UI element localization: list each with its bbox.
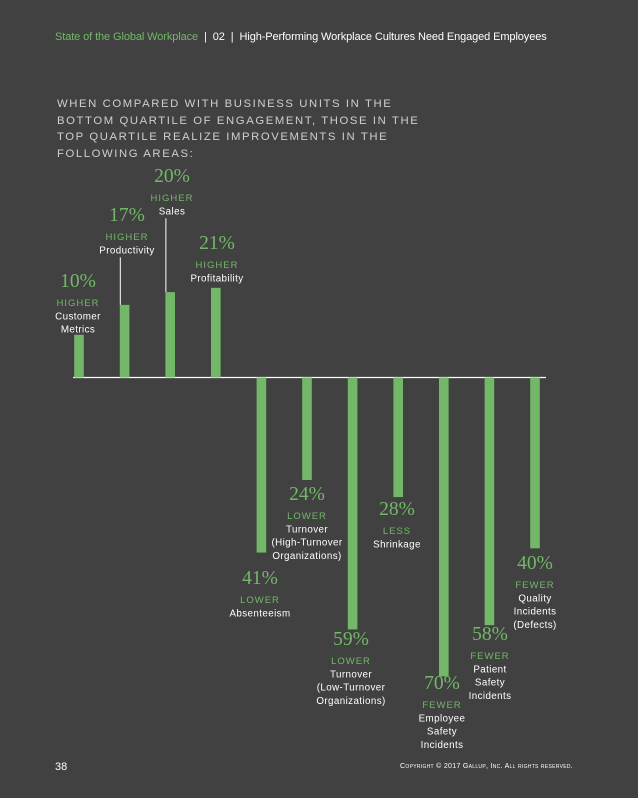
header-separator-2: | <box>230 31 234 43</box>
category-label-11-1: Quality <box>518 593 551 604</box>
bar-1 <box>74 334 84 378</box>
direction-label-2: HIGHER <box>106 232 149 243</box>
direction-label-11: FEWER <box>515 580 554 591</box>
direction-label-4: HIGHER <box>196 260 239 271</box>
bar-3 <box>165 292 175 378</box>
pct-label-2: 17% <box>109 205 145 226</box>
direction-label-7: LOWER <box>331 656 371 667</box>
bar-11 <box>530 377 540 549</box>
pct-label-7: 59% <box>333 629 369 650</box>
category-label-6-2: (High-Turnover <box>271 538 342 549</box>
category-label-9-1: Employee <box>419 713 466 724</box>
direction-label-6: LOWER <box>287 511 327 522</box>
direction-label-8: LESS <box>383 526 411 537</box>
pct-label-5: 41% <box>242 568 278 589</box>
category-label-6-1: Turnover <box>286 524 328 535</box>
bar-5 <box>256 377 267 553</box>
direction-label-1: HIGHER <box>57 298 100 309</box>
bar-6 <box>302 377 312 480</box>
category-label-10-1: Patient <box>473 664 506 675</box>
pct-label-6: 24% <box>289 484 325 505</box>
category-label-6-3: Organizations) <box>272 551 341 562</box>
category-label-9-3: Incidents <box>421 740 464 751</box>
page-header: State of the Global Workplace | 02 | Hig… <box>55 31 547 43</box>
category-label-1-1: Customer <box>55 311 101 322</box>
category-label-7-1: Turnover <box>330 669 372 680</box>
pct-label-1: 10% <box>60 271 96 292</box>
category-label-7-3: Organizations) <box>316 696 385 707</box>
category-label-1-2: Metrics <box>61 325 95 336</box>
section-title: High-Performing Workplace Cultures Need … <box>239 31 547 43</box>
pct-label-11: 40% <box>517 553 553 574</box>
bar-10 <box>484 377 495 626</box>
direction-label-10: FEWER <box>470 651 509 662</box>
category-label-8-1: Shrinkage <box>373 539 421 550</box>
chapter-number: 02 <box>212 31 225 43</box>
bar-2 <box>119 304 130 378</box>
copyright-notice: Copyright © 2017 Gallup, Inc. All rights… <box>400 763 573 770</box>
direction-label-9: FEWER <box>422 700 461 711</box>
category-label-7-2: (Low-Turnover <box>317 683 386 694</box>
pct-label-10: 58% <box>472 624 508 645</box>
pct-label-4: 21% <box>199 233 235 254</box>
category-label-2-1: Productivity <box>99 245 154 256</box>
direction-label-3: HIGHER <box>151 193 194 204</box>
category-label-10-3: Incidents <box>469 691 512 702</box>
category-label-3-1: Sales <box>159 206 186 217</box>
bar-9 <box>439 377 449 677</box>
category-label-11-2: Incidents <box>514 607 557 618</box>
direction-label-5: LOWER <box>240 595 280 606</box>
bar-8 <box>393 377 403 498</box>
pct-label-3: 20% <box>154 166 190 187</box>
pct-label-8: 28% <box>379 499 415 520</box>
bar-7 <box>347 377 358 630</box>
category-label-5-1: Absenteeism <box>229 608 290 619</box>
category-label-4-1: Profitability <box>190 273 243 284</box>
header-separator: | <box>204 31 207 43</box>
category-label-10-2: Safety <box>475 678 505 689</box>
pct-label-9: 70% <box>424 673 460 694</box>
category-label-9-2: Safety <box>427 727 457 738</box>
bar-4 <box>211 287 221 378</box>
page-number: 38 <box>55 761 68 773</box>
report-title: State of the Global Workplace <box>55 31 199 43</box>
category-label-11-3: (Defects) <box>513 620 556 631</box>
chart-intro-heading: WHEN COMPARED WITH BUSINESS UNITS IN THE… <box>57 98 420 160</box>
